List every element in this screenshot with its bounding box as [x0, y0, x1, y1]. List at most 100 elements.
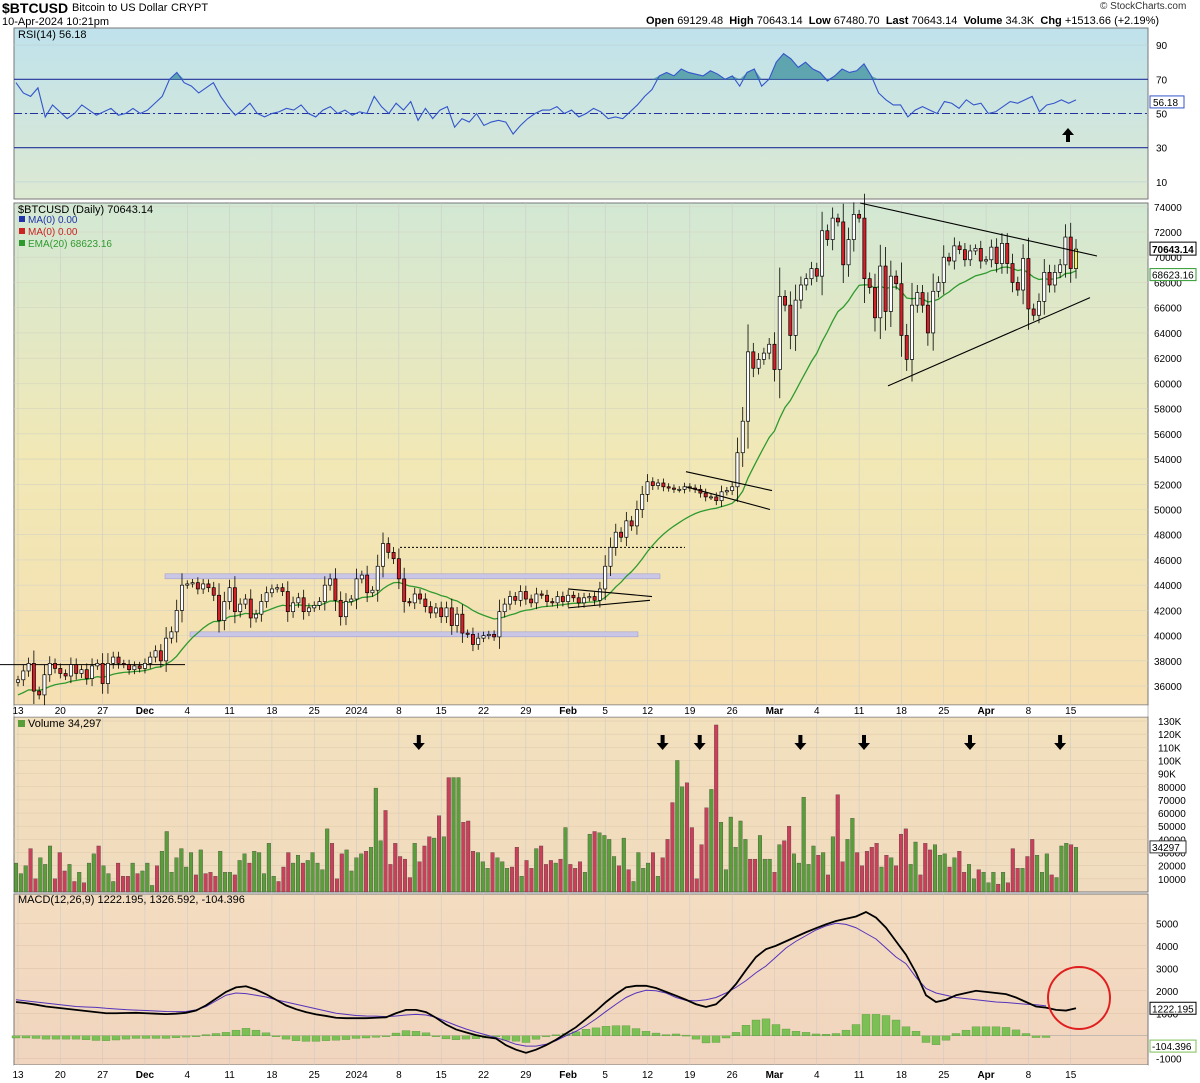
volume-bar — [383, 810, 388, 893]
volume-y-tick-label: 10000 — [1158, 875, 1186, 886]
volume-bar — [694, 878, 699, 893]
price-date-axis — [13, 704, 1149, 718]
candle — [661, 482, 666, 488]
macd-histogram-bar — [441, 1035, 451, 1040]
price-x-tick-label: 11 — [224, 706, 235, 717]
volume-bar — [198, 849, 203, 893]
candle — [396, 558, 401, 580]
macd-x-tick-label: 15 — [1065, 1070, 1077, 1081]
volume-bar — [505, 868, 510, 893]
symbol-name: Bitcoin to US Dollar — [72, 2, 168, 14]
candle — [296, 597, 301, 604]
candle — [105, 663, 110, 684]
candle — [16, 679, 20, 683]
candle — [962, 249, 967, 261]
candle — [1058, 264, 1063, 273]
price-y-tick-label: 62000 — [1154, 354, 1182, 365]
candle — [344, 601, 348, 618]
volume-bar — [72, 881, 77, 893]
candle — [127, 664, 132, 671]
volume-bar — [602, 835, 607, 893]
volume-bar — [719, 822, 724, 893]
candle — [412, 593, 417, 604]
candle — [904, 335, 909, 360]
candle — [248, 598, 253, 619]
macd-x-tick-label: 29 — [520, 1070, 532, 1081]
macd-x-tick-label: Apr — [977, 1070, 994, 1081]
volume-bar — [315, 862, 320, 893]
candle — [862, 217, 867, 280]
volume-bar — [164, 831, 169, 893]
candle — [968, 250, 973, 261]
candle — [571, 594, 576, 599]
macd-histogram-bar — [151, 1035, 161, 1039]
price-y-tick-label: 40000 — [1154, 632, 1182, 643]
candle — [597, 588, 602, 601]
volume-bar — [699, 844, 704, 893]
candle — [481, 635, 486, 639]
price-x-tick-label: 22 — [478, 706, 490, 717]
candle — [830, 217, 835, 240]
volume-bar — [631, 881, 636, 893]
candle — [275, 587, 280, 590]
volume-bar — [466, 820, 471, 893]
volume-y-tick-label: 60000 — [1158, 809, 1186, 820]
volume-bar — [996, 883, 1001, 893]
candle — [132, 665, 137, 671]
macd-histogram-bar — [171, 1035, 181, 1038]
macd-histogram-bar — [451, 1035, 461, 1040]
candle — [407, 601, 412, 604]
price-x-tick-label: 2024 — [345, 706, 368, 717]
macd-histogram-bar — [781, 1028, 791, 1036]
candle — [851, 214, 856, 240]
volume-bar — [767, 858, 772, 893]
macd-histogram-bar — [31, 1035, 41, 1039]
candle — [841, 221, 846, 266]
legend-entry: EMA(20) 68623.16 — [28, 239, 112, 250]
candle — [418, 593, 422, 600]
candle — [312, 605, 317, 609]
candle — [836, 217, 840, 223]
volume-bar — [1010, 848, 1015, 893]
macd-histogram-bar — [661, 1034, 671, 1036]
down-arrow-icon — [412, 735, 425, 750]
volume-y-tick-label: 50000 — [1158, 822, 1186, 833]
volume-bar — [344, 849, 349, 893]
macd-histogram-bar — [521, 1035, 531, 1043]
macd-histogram-bar — [881, 1015, 891, 1036]
macd-histogram-bar — [591, 1027, 601, 1036]
candle — [354, 578, 359, 600]
legend-swatch — [19, 228, 25, 234]
candle — [180, 584, 184, 611]
volume-bar — [1030, 839, 1035, 893]
volume-bar — [894, 865, 899, 893]
volume-y-tick-label: 130K — [1158, 717, 1182, 728]
candle — [920, 292, 925, 306]
volume-bar — [330, 843, 335, 893]
macd-histogram-bar — [831, 1033, 841, 1036]
candle — [328, 578, 333, 586]
candle — [915, 292, 920, 306]
volume-bar — [636, 852, 641, 893]
price-y-tick-label: 44000 — [1154, 581, 1182, 592]
volume-bar — [1015, 868, 1020, 893]
macd-histogram-bar — [681, 1034, 691, 1037]
volume-bar — [816, 855, 821, 893]
volume-bar — [830, 836, 835, 893]
candle — [1005, 243, 1010, 264]
macd-histogram-bar — [341, 1035, 351, 1040]
volume-bar — [495, 857, 500, 893]
macd-histogram-bar — [401, 1030, 411, 1036]
price-x-tick-label: 11 — [854, 706, 865, 717]
macd-histogram-bar — [961, 1029, 971, 1036]
price-y-tick-label: 42000 — [1154, 606, 1182, 617]
legend-swatch — [19, 216, 25, 222]
ohlc-summary: Open 69129.48 High 70643.14 Low 67480.70… — [646, 15, 1160, 27]
volume-bar — [845, 839, 850, 893]
volume-bar — [981, 872, 986, 893]
up-arrow-icon — [1062, 128, 1074, 142]
volume-bar — [252, 851, 257, 893]
macd-histogram-bar — [531, 1035, 541, 1040]
volume-bar — [519, 876, 524, 893]
volume-bar — [607, 839, 612, 893]
